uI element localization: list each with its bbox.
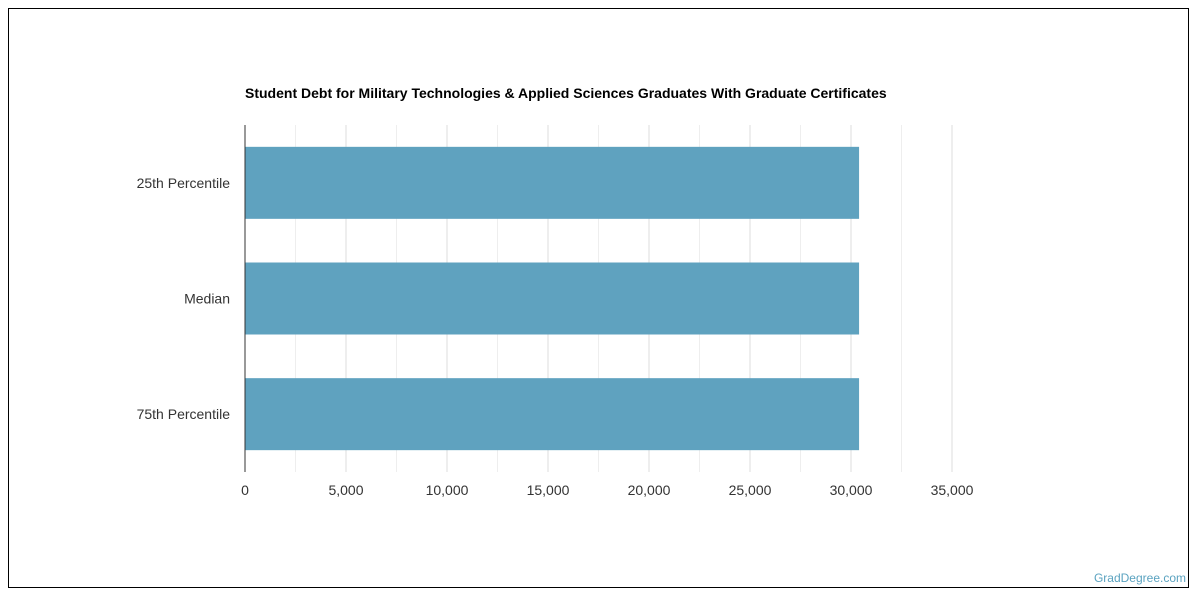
- bar-median: [245, 262, 860, 335]
- category-label: Median: [184, 291, 230, 307]
- bar-75th-percentile: [245, 378, 860, 451]
- bars: [245, 146, 860, 451]
- bar-25th-percentile: [245, 146, 860, 219]
- x-tick-label: 5,000: [328, 482, 363, 498]
- x-tick-label: 0: [241, 482, 249, 498]
- x-tick-label: 15,000: [527, 482, 570, 498]
- x-tick-label: 30,000: [830, 482, 873, 498]
- labels: 25th Percentile Median 75th Percentile 0 5,0…: [137, 175, 974, 498]
- source-credit-link[interactable]: GradDegree.com: [1093, 571, 1186, 585]
- x-tick-label: 35,000: [931, 482, 974, 498]
- chart-title: Student Debt for Military Technologies &…: [245, 85, 887, 101]
- x-tick-label: 20,000: [628, 482, 671, 498]
- category-label: 75th Percentile: [137, 406, 231, 422]
- x-tick-label: 25,000: [729, 482, 772, 498]
- x-tick-label: 10,000: [426, 482, 469, 498]
- category-label: 25th Percentile: [137, 175, 231, 191]
